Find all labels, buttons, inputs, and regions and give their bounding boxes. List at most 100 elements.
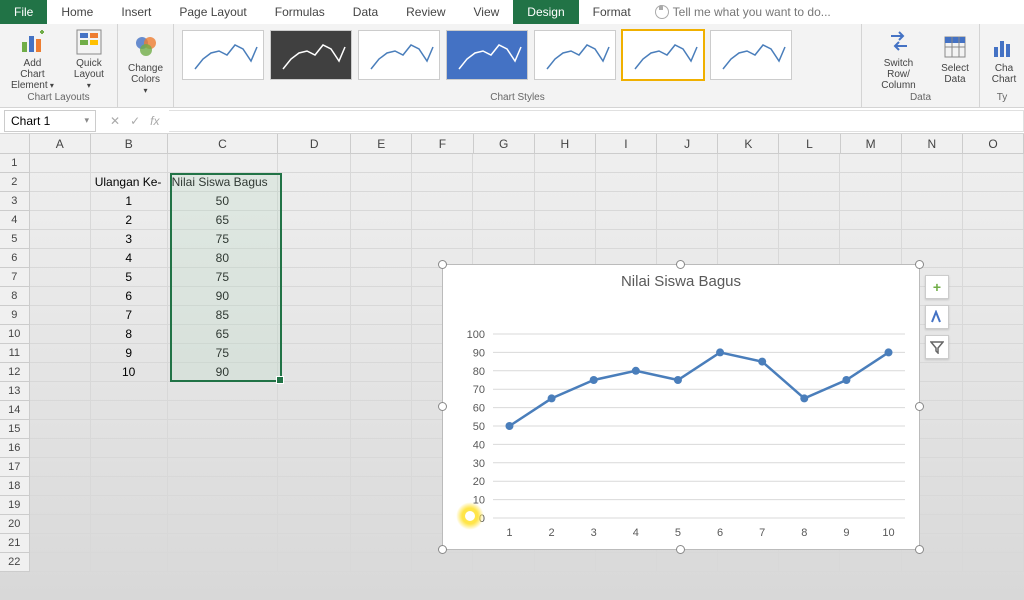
cell[interactable] [351,477,412,496]
cell[interactable] [963,382,1024,401]
cell[interactable] [278,249,351,268]
cell[interactable] [30,287,91,306]
column-header[interactable]: J [657,134,718,154]
cell[interactable] [718,173,779,192]
cell[interactable] [718,154,779,173]
cell[interactable] [351,344,412,363]
cell[interactable] [535,230,596,249]
cell[interactable] [840,230,901,249]
cell[interactable] [278,401,351,420]
cell[interactable] [168,382,278,401]
resize-handle[interactable] [676,260,685,269]
tab-page-layout[interactable]: Page Layout [165,0,260,24]
cell[interactable] [963,173,1024,192]
cell[interactable] [168,439,278,458]
cell[interactable] [351,401,412,420]
cell[interactable] [963,363,1024,382]
column-header[interactable]: N [902,134,963,154]
chart-title[interactable]: Nilai Siswa Bagus [443,265,919,294]
cell[interactable] [278,230,351,249]
cell[interactable]: 90 [168,363,278,382]
cell[interactable] [91,420,168,439]
cell[interactable]: 85 [168,306,278,325]
tab-design[interactable]: Design [513,0,578,24]
cell[interactable] [30,363,91,382]
cell[interactable] [278,344,351,363]
cell[interactable] [902,173,963,192]
cell[interactable] [657,230,718,249]
cell[interactable] [718,211,779,230]
column-header[interactable]: M [841,134,902,154]
cell[interactable] [91,154,168,173]
cell[interactable] [30,458,91,477]
cell[interactable] [168,515,278,534]
embedded-chart[interactable]: Nilai Siswa Bagus 0102030405060708090100… [442,264,920,550]
row-header[interactable]: 3 [0,192,30,211]
column-header[interactable]: O [963,134,1024,154]
column-header[interactable]: H [535,134,596,154]
chart-plot-area[interactable]: 010203040506070809010012345678910 [443,294,921,550]
cell[interactable] [91,401,168,420]
cell[interactable] [30,439,91,458]
cell[interactable] [840,192,901,211]
cell[interactable] [596,211,657,230]
tab-insert[interactable]: Insert [107,0,165,24]
cell[interactable] [30,344,91,363]
cell[interactable]: 10 [91,363,168,382]
cell[interactable] [351,192,412,211]
cell[interactable] [351,496,412,515]
cell[interactable] [30,496,91,515]
row-header[interactable]: 5 [0,230,30,249]
cell[interactable] [278,477,351,496]
column-header[interactable]: D [278,134,351,154]
cell[interactable] [30,211,91,230]
cell[interactable] [596,553,657,572]
cell[interactable] [473,553,534,572]
column-header[interactable]: A [30,134,91,154]
row-header[interactable]: 20 [0,515,30,534]
cell[interactable]: 90 [168,287,278,306]
row-header[interactable]: 6 [0,249,30,268]
cell[interactable]: 7 [91,306,168,325]
cell[interactable] [351,268,412,287]
cell[interactable] [412,553,473,572]
resize-handle[interactable] [438,545,447,554]
cell[interactable] [351,458,412,477]
cell[interactable] [718,553,779,572]
cell[interactable] [535,173,596,192]
cell[interactable] [779,154,840,173]
cell[interactable] [657,192,718,211]
cell[interactable] [473,211,534,230]
row-header[interactable]: 13 [0,382,30,401]
cell[interactable] [473,173,534,192]
cell[interactable] [278,515,351,534]
cell[interactable] [91,496,168,515]
row-header[interactable]: 17 [0,458,30,477]
cell[interactable] [278,192,351,211]
cell[interactable] [278,534,351,553]
cell[interactable] [779,173,840,192]
row-header[interactable]: 7 [0,268,30,287]
column-header[interactable]: I [596,134,657,154]
cell[interactable] [963,268,1024,287]
cell[interactable] [840,211,901,230]
row-header[interactable]: 21 [0,534,30,553]
switch-row-column-button[interactable]: Switch Row/ Column [866,27,931,91]
cell[interactable] [351,249,412,268]
cell[interactable] [278,553,351,572]
change-chart-type-button[interactable]: Cha Chart [984,27,1024,91]
cell[interactable] [840,173,901,192]
column-header[interactable]: C [168,134,278,154]
cell[interactable] [963,344,1024,363]
cell[interactable] [168,553,278,572]
tell-me-search[interactable]: Tell me what you want to do... [645,0,845,24]
cell[interactable] [596,192,657,211]
cell[interactable] [278,173,351,192]
row-header[interactable]: 9 [0,306,30,325]
cell[interactable] [779,211,840,230]
cell[interactable] [351,515,412,534]
select-all-corner[interactable] [0,134,30,154]
cell[interactable] [351,534,412,553]
cell[interactable] [351,325,412,344]
cell[interactable] [30,325,91,344]
